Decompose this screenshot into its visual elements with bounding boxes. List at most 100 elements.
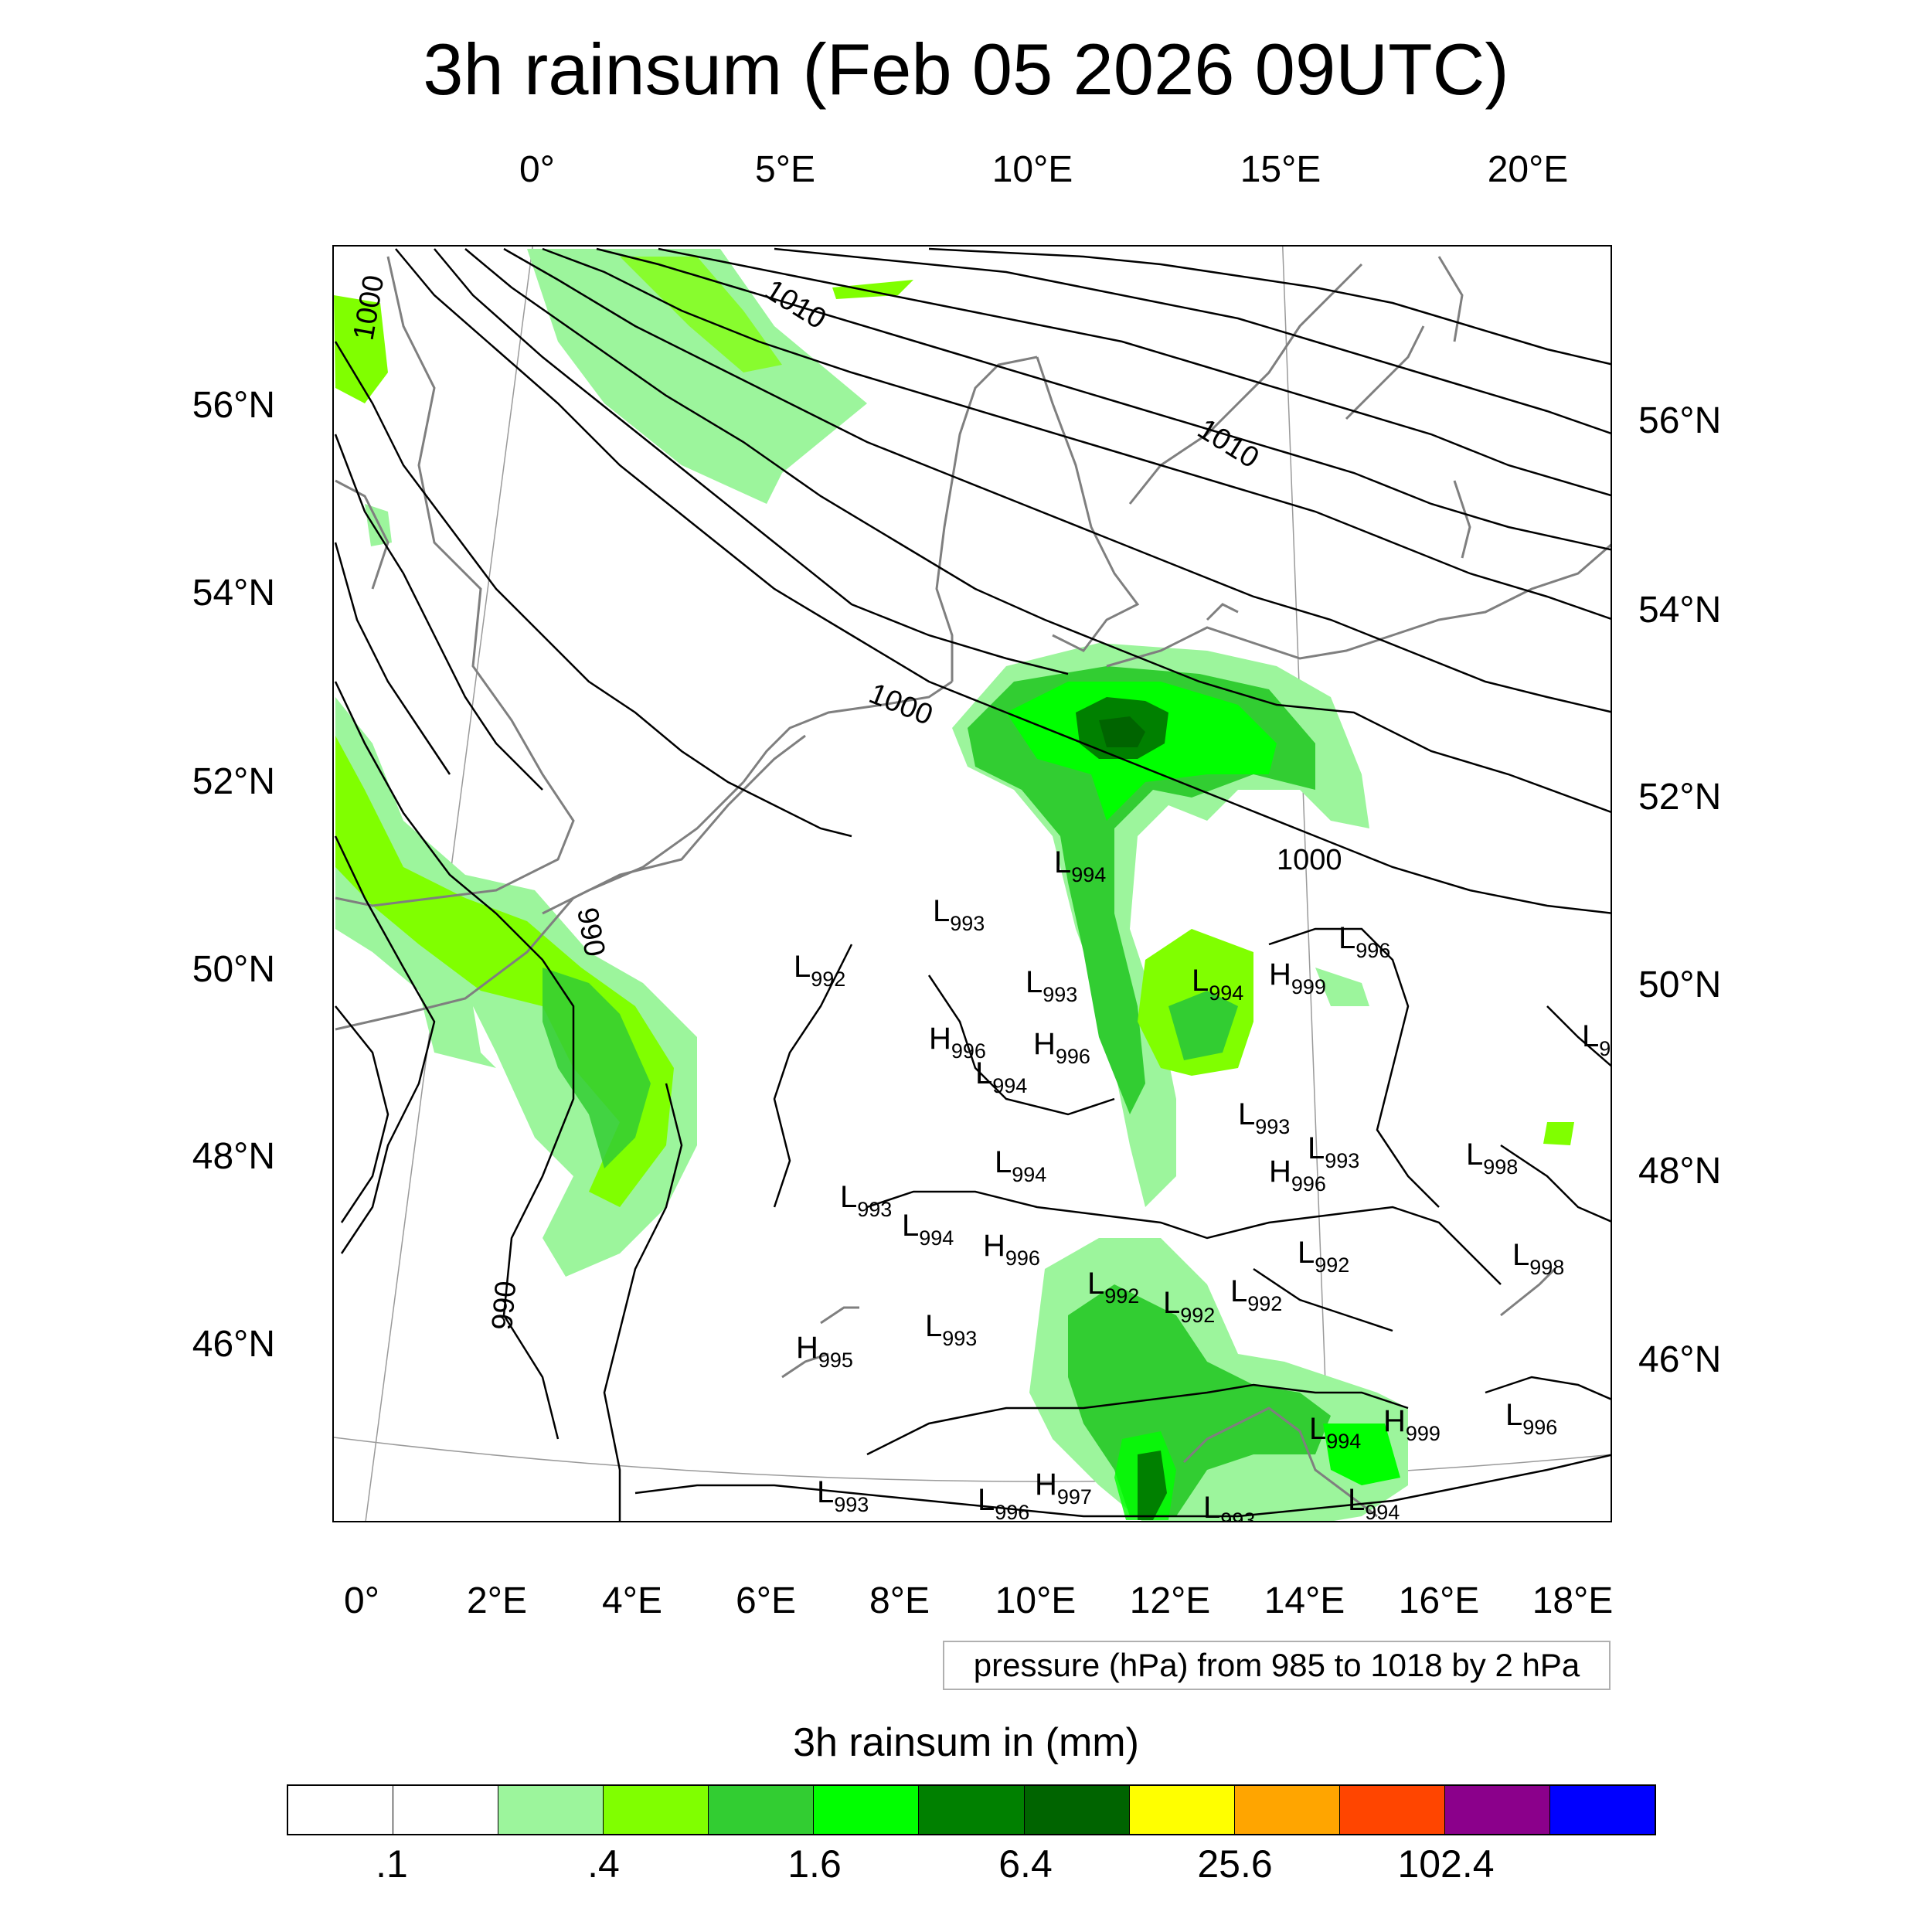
- isobar: [1268, 927, 1440, 1208]
- pressure-center: H996: [1033, 1027, 1090, 1068]
- parallel-45n: [334, 1437, 1611, 1482]
- pressure-center: L993: [933, 894, 985, 935]
- colorbar-swatch-8: [1129, 1786, 1235, 1834]
- coast-adriatic: [1182, 1406, 1378, 1518]
- pressure-center: L992: [1230, 1274, 1282, 1315]
- bottom-lon-label: 6°E: [736, 1580, 796, 1621]
- isobar: [1253, 1267, 1393, 1332]
- rain-strip-north: [832, 280, 913, 299]
- colorbar-swatch-12: [1549, 1786, 1655, 1834]
- isobars: [334, 247, 1611, 1521]
- pressure-center: L994: [1309, 1412, 1361, 1453]
- isobar-label: 1000: [865, 677, 937, 732]
- isobar: [334, 434, 543, 791]
- bottom-lon-label: 12°E: [1129, 1580, 1211, 1621]
- colorbar-label: .4: [587, 1842, 620, 1886]
- colorbar-swatch-3: [604, 1786, 709, 1834]
- top-lon-label: 10°E: [992, 149, 1073, 190]
- pressure-center: L9: [1582, 1019, 1611, 1060]
- isobar: [334, 542, 451, 775]
- coast-denmark-west: [935, 355, 1038, 682]
- pressure-center: L994: [1348, 1483, 1400, 1522]
- isobar: [334, 681, 575, 1440]
- pressure-center: H996: [1269, 1155, 1326, 1196]
- pressure-center: H999: [1269, 957, 1326, 998]
- pressure-center: L993: [1238, 1097, 1290, 1138]
- isobar: [464, 248, 1611, 813]
- colorbar-swatch-10: [1339, 1786, 1445, 1834]
- isobar: [1485, 1376, 1611, 1400]
- isobar: [334, 341, 852, 838]
- coast-rugen: [1206, 603, 1239, 621]
- bottom-lon-label: 18°E: [1532, 1580, 1614, 1621]
- legend-title: 3h rainsum in (mm): [793, 1720, 1139, 1765]
- pressure-center: L996: [1338, 921, 1390, 962]
- pressure-center: L994: [975, 1056, 1027, 1097]
- isobar: [927, 975, 1115, 1116]
- coast-britain-inner: [335, 479, 389, 590]
- left-lat-label: 50°N: [192, 949, 275, 990]
- rain-band-north-sea-core: [620, 257, 782, 372]
- pressure-center: L994: [1054, 845, 1106, 886]
- map-canvas: 1000 1010 1010 1000 1000 990 990 L994 L9…: [334, 247, 1611, 1522]
- lake-balaton: [1500, 1267, 1556, 1317]
- map-title: 3h rainsum (Feb 05 2026 09UTC): [423, 29, 1509, 110]
- map-panel: 1000 1010 1010 1000 1000 990 990 L994 L9…: [332, 245, 1612, 1522]
- colorbar-label: .1: [376, 1842, 408, 1886]
- pressure-center: H997: [1035, 1468, 1092, 1509]
- isobar: [773, 944, 853, 1208]
- lake-geneva: [781, 1352, 829, 1379]
- lake-neuchatel: [820, 1306, 859, 1325]
- colorbar-label: 25.6: [1197, 1842, 1273, 1886]
- bottom-lon-label: 16°E: [1398, 1580, 1480, 1621]
- rain-cell-east: [1315, 968, 1369, 1006]
- left-lat-label: 54°N: [192, 573, 275, 614]
- isobar: [866, 1383, 1409, 1456]
- pressure-center: L994: [1192, 964, 1243, 1005]
- coastlines: [335, 256, 1611, 1518]
- left-lat-label: 52°N: [192, 761, 275, 802]
- bottom-lon-label: 14°E: [1264, 1580, 1345, 1621]
- colorbar-swatch-9: [1234, 1786, 1340, 1834]
- isobar: [395, 248, 1611, 914]
- left-lat-label: 56°N: [192, 385, 275, 426]
- right-lat-label: 54°N: [1638, 590, 1722, 631]
- colorbar-swatch-11: [1444, 1786, 1550, 1834]
- rain-cell-adriatic: [1323, 1423, 1400, 1485]
- isobar: [334, 835, 436, 1254]
- colorbar-label: 1.6: [787, 1842, 842, 1886]
- colorbar-swatch-5: [814, 1786, 920, 1834]
- bottom-lon-label: 4°E: [602, 1580, 662, 1621]
- rain-blob-central-mid: [968, 666, 1315, 1114]
- pressure-center: H996: [929, 1022, 986, 1063]
- isobar-label: 1000: [348, 273, 391, 343]
- top-lon-label: 5°E: [755, 149, 815, 190]
- left-lat-label: 48°N: [192, 1136, 275, 1177]
- right-lat-label: 50°N: [1638, 964, 1722, 1005]
- isobar: [434, 248, 1069, 675]
- isobar: [603, 1083, 683, 1521]
- left-lat-label: 46°N: [192, 1324, 275, 1365]
- isobar-label: 1010: [1192, 413, 1264, 474]
- coast-denmark-east: [1036, 356, 1140, 652]
- pressure-center: H999: [1383, 1404, 1440, 1445]
- pressure-center: L996: [978, 1483, 1029, 1522]
- rain-band-alps-dark: [1138, 1451, 1167, 1520]
- pressure-center: L996: [1505, 1398, 1557, 1439]
- coast-gotland: [1453, 480, 1471, 559]
- pressure-center: L993: [1308, 1131, 1359, 1172]
- pressure-center: L993: [925, 1309, 977, 1350]
- right-lat-label: 56°N: [1638, 400, 1722, 441]
- right-lat-label: 46°N: [1638, 1339, 1722, 1380]
- pressure-center: L992: [794, 950, 845, 991]
- isobar: [335, 1005, 389, 1223]
- coast-finland: [1437, 256, 1464, 342]
- bottom-lon-label: 2°E: [467, 1580, 527, 1621]
- rain-cell-bohemia-core: [1168, 991, 1238, 1060]
- pressure-center: L998: [1512, 1238, 1564, 1279]
- isobar: [774, 247, 1611, 434]
- coast-britain-east: [335, 256, 575, 907]
- bottom-lon-label: 8°E: [869, 1580, 930, 1621]
- coast-sweden: [1128, 263, 1363, 505]
- isobar: [1500, 1144, 1611, 1223]
